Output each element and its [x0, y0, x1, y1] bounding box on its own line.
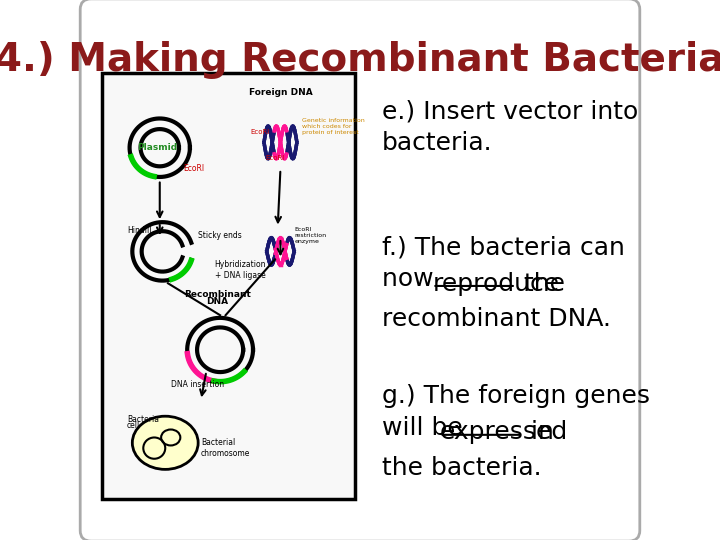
Text: EcoRI
restriction
enzyme: EcoRI restriction enzyme: [294, 227, 326, 244]
Text: Hybridization
+ DNA ligase: Hybridization + DNA ligase: [215, 260, 266, 280]
Text: in: in: [523, 421, 554, 444]
Text: DNA insertion: DNA insertion: [171, 380, 224, 389]
Text: DNA: DNA: [207, 296, 228, 306]
Text: 4.) Making Recombinant Bacteria: 4.) Making Recombinant Bacteria: [0, 42, 720, 79]
Text: Genetic information
which codes for
protein of interest: Genetic information which codes for prot…: [302, 118, 365, 135]
FancyBboxPatch shape: [102, 73, 354, 498]
Text: recombinant DNA.: recombinant DNA.: [382, 307, 611, 331]
Text: f.) The bacteria can
now: f.) The bacteria can now: [382, 235, 625, 291]
Text: the bacteria.: the bacteria.: [382, 456, 541, 480]
Text: cell: cell: [127, 421, 140, 430]
Text: HindIII: HindIII: [127, 226, 151, 234]
Text: Sticky ends: Sticky ends: [198, 231, 242, 240]
Text: expressed: expressed: [439, 421, 568, 444]
Text: Bacterial
chromosome: Bacterial chromosome: [201, 438, 251, 458]
Text: EcoRI: EcoRI: [266, 156, 284, 161]
Text: g.) The foreign genes
will be: g.) The foreign genes will be: [382, 384, 650, 440]
Text: Bacteria: Bacteria: [127, 415, 159, 423]
Text: EcoRI: EcoRI: [183, 165, 204, 173]
Text: EcoRI: EcoRI: [251, 129, 269, 135]
Ellipse shape: [132, 416, 198, 469]
Text: e.) Insert vector into
bacteria.: e.) Insert vector into bacteria.: [382, 100, 638, 156]
FancyBboxPatch shape: [80, 0, 640, 540]
Text: Plasmid: Plasmid: [137, 143, 177, 152]
Text: Foreign DNA: Foreign DNA: [248, 88, 312, 97]
Text: the: the: [516, 272, 564, 295]
Text: Recombinant: Recombinant: [184, 290, 251, 299]
Text: reproduce: reproduce: [433, 272, 559, 295]
